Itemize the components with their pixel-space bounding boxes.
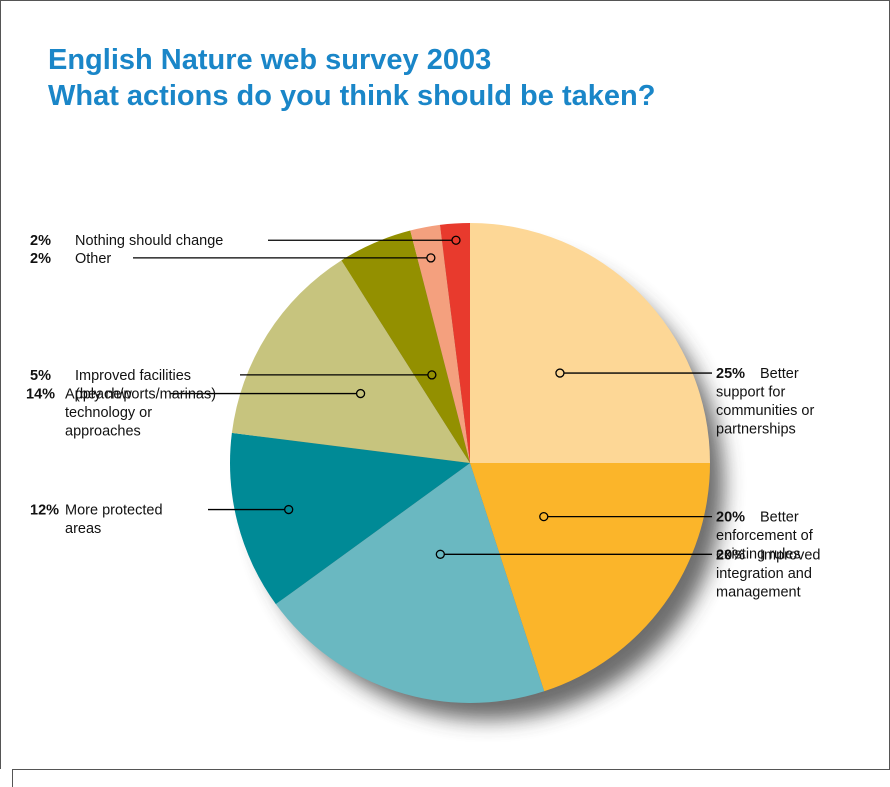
slice-pct-0: 25% [716, 366, 745, 382]
pie-slice-2 [275, 463, 545, 703]
pie-slices [229, 223, 710, 703]
slice-label-5-line-1: (beach/ports/marinas) [75, 386, 216, 402]
chart-title-line2: What actions do you think should be take… [48, 80, 656, 112]
pie-slice-1 [470, 463, 710, 692]
leader-lines [133, 235, 712, 559]
leader-dot-4 [355, 388, 366, 399]
chart-title-line1: English Nature web survey 2003 [48, 44, 492, 76]
slice-pct-7: 2% [30, 233, 51, 249]
leader-dot-2 [435, 549, 445, 559]
frame-corner-notch [0, 769, 13, 787]
slice-pct-4: 14% [26, 387, 55, 403]
slice-pct-6: 2% [30, 251, 51, 267]
slice-label-1-line-2: existing rules [716, 547, 801, 563]
leader-dot-1 [539, 511, 549, 522]
pie-slice-5 [341, 230, 470, 463]
slice-label-1-line-1: enforcement of [716, 528, 814, 544]
slice-label-0-line-3: partnerships [716, 422, 796, 438]
slice-label-3-line-1: areas [65, 521, 101, 537]
leader-dot-7 [451, 235, 461, 245]
slice-label-4-line-1: technology or [65, 405, 152, 421]
frame-bottom-edge [12, 769, 890, 787]
slice-label-0-line-1: support for [716, 385, 785, 401]
slice-pct-5: 5% [30, 368, 51, 384]
slice-label-1-line-0: Better [760, 510, 799, 526]
slice-label-4-line-2: approaches [65, 424, 141, 440]
leader-dot-3 [284, 504, 294, 515]
slice-label-2-line-2: management [716, 584, 801, 600]
slice-label-5-line-0: Improved facilities [75, 368, 191, 384]
slice-pct-2: 20% [716, 547, 745, 563]
pie-slice-3 [229, 432, 470, 605]
slice-pct-3: 12% [30, 503, 59, 519]
slice-label-2-line-0: Improved [760, 547, 820, 563]
leader-dot-5 [427, 370, 437, 380]
leader-dot-0 [555, 368, 565, 378]
pie-slice-6 [410, 224, 470, 463]
pie-slice-0 [470, 223, 710, 463]
slice-label-0-line-2: communities or [716, 403, 814, 419]
slice-label-4-line-0: Apply new [65, 387, 132, 403]
slice-label-6-line-0: Other [75, 251, 111, 267]
leader-dot-6 [426, 253, 436, 263]
slice-pct-1: 20% [716, 510, 745, 526]
slice-labels: 25% Better support for communities or partne… [26, 233, 820, 600]
slice-label-0-line-0: Better [760, 366, 799, 382]
pie-slice-7 [439, 223, 470, 463]
slice-label-3-line-0: More protected [65, 503, 163, 519]
slice-label-2-line-1: integration and [716, 566, 812, 582]
pie-slice-4 [231, 260, 470, 463]
slice-label-7-line-0: Nothing should change [75, 233, 223, 249]
